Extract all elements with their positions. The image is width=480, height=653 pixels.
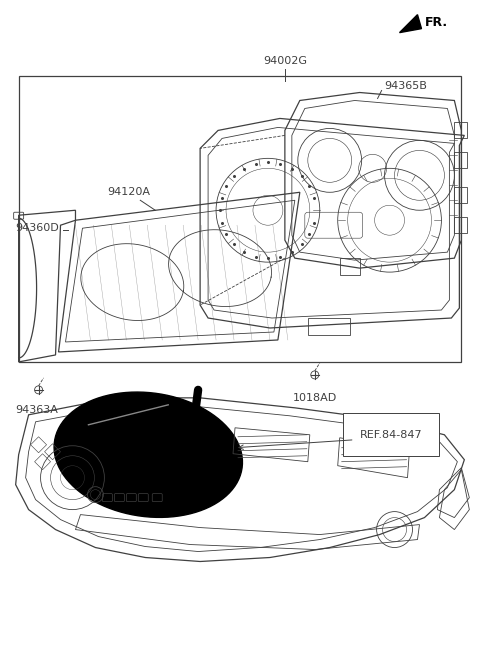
Text: 94002G: 94002G [263,56,307,65]
Text: 94363A: 94363A [15,405,58,415]
Text: 94120A: 94120A [107,187,150,197]
Polygon shape [399,14,421,33]
Text: 1018AD: 1018AD [293,393,337,403]
Text: REF.84-847: REF.84-847 [360,430,422,439]
Text: 94360D: 94360D [15,223,59,233]
Text: 94365B: 94365B [384,80,428,91]
Polygon shape [54,392,242,517]
Text: FR.: FR. [424,16,447,29]
